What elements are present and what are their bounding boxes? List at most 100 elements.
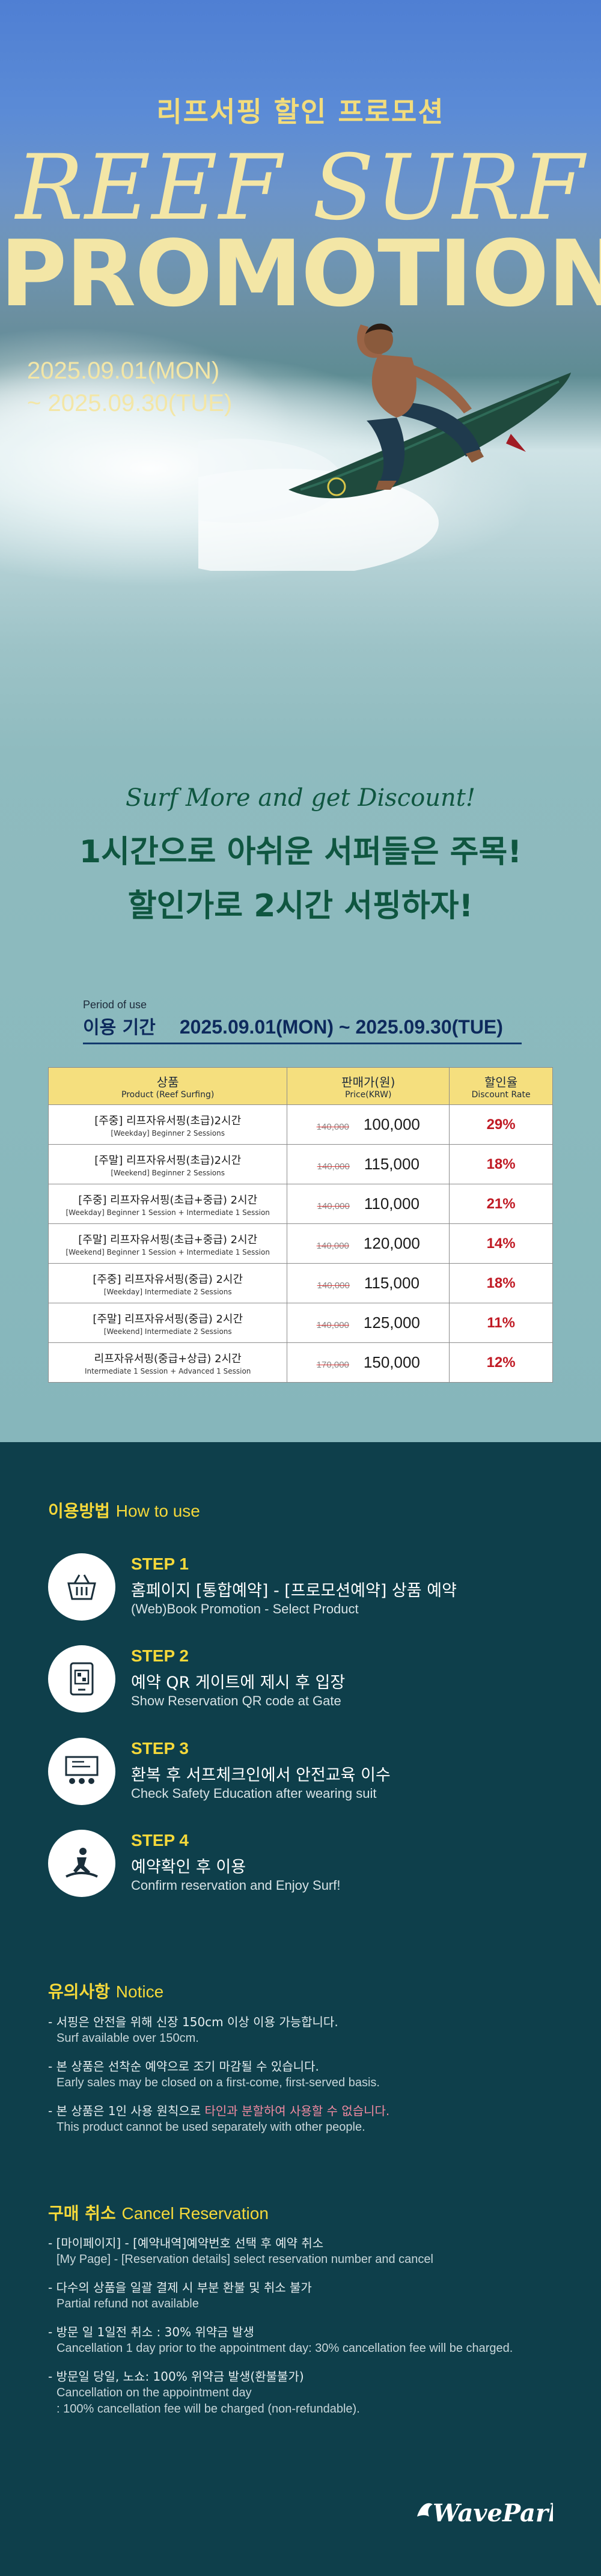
period-of-use: Period of use 이용 기간 2025.09.01(MON) ~ 20… [83, 999, 522, 1044]
product-name-kr: [주중] 리프자유서핑(초급)2시간 [94, 1114, 242, 1127]
step-label: STEP 2 [131, 1646, 189, 1665]
product-name-kr: [주말] 리프자유서핑(초급+중급) 2시간 [78, 1233, 258, 1246]
price-cell: 170,000 150,000 [287, 1342, 450, 1383]
product-cell: [주중] 리프자유서핑(초급+중급) 2시간 [Weekday] Beginner… [47, 1184, 288, 1224]
period-label-en: Period of use [83, 999, 147, 1011]
howto-title-kr: 이용방법 [48, 1501, 111, 1521]
step-text-kr: 환복 후 서프체크인에서 안전교육 이수 [131, 1766, 391, 1785]
original-price: 140,000 [317, 1201, 350, 1211]
cancel-title-en: Cancel Reservation [121, 2204, 269, 2223]
discount-rate: 11% [449, 1303, 553, 1343]
cancel-list: - [마이페이지] - [예약내역]예약번호 선택 후 예약 취소 [My Pa… [48, 2235, 565, 2429]
header-price-en: Price(KRW) [345, 1090, 392, 1100]
step-label: STEP 1 [131, 1554, 189, 1573]
step-text-kr: 예약확인 후 이용 [131, 1858, 246, 1877]
cancel-text-en: : 100% cancellation fee will be charged … [56, 2402, 360, 2416]
step-text-en: Show Reservation QR code at Gate [131, 1693, 341, 1708]
header-rate-kr: 할인율 [484, 1075, 518, 1089]
step-label: STEP 3 [131, 1739, 189, 1758]
price-cell: 140,000 125,000 [287, 1303, 450, 1343]
table-header-row: 상품 Product (Reef Surfing) 판매가(원) Price(K… [47, 1067, 553, 1105]
original-price: 140,000 [317, 1162, 350, 1172]
product-name-en: [Weekend] Beginner 2 Sessions [111, 1168, 225, 1177]
product-name-kr: [주중] 리프자유서핑(초급+중급) 2시간 [78, 1193, 258, 1207]
cancel-title-kr: 구매 취소 [48, 2203, 116, 2223]
hero-date-range: 2025.09.01(MON) ~ 2025.09.30(TUE) [27, 355, 232, 419]
wavepark-logo: WavePark [417, 2499, 553, 2527]
cancel-text-en: Partial refund not available [56, 2297, 199, 2310]
slogan-korean-line1: 1시간으로 아쉬운 서퍼들은 주목! [79, 834, 522, 870]
cancel-text-kr: - 방문일 당일, 노쇼: 100% 위약금 발생(환불불가) [48, 2369, 304, 2384]
table-row: [주말] 리프자유서핑(초급+중급) 2시간 [Weekend] Beginner… [47, 1223, 553, 1264]
sale-price: 125,000 [363, 1314, 420, 1332]
header-price: 판매가(원) Price(KRW) [287, 1067, 450, 1105]
list-item: - 방문일 당일, 노쇼: 100% 위약금 발생(환불불가) Cancella… [48, 2369, 565, 2417]
step-1: STEP 1 홈페이지 [통합예약] - [프로모션예약] 상품 예약 (Web… [48, 1553, 565, 1625]
product-cell: 리프자유서핑(중급+상급) 2시간 Intermediate 1 Session … [47, 1342, 288, 1383]
cancel-text-kr: - [마이페이지] - [예약내역]예약번호 선택 후 예약 취소 [48, 2236, 324, 2250]
cancel-text-en: [My Page] - [Reservation details] select… [56, 2253, 433, 2266]
step-3: STEP 3 환복 후 서프체크인에서 안전교육 이수 Check Safety… [48, 1738, 565, 1810]
price-cell: 140,000 110,000 [287, 1184, 450, 1224]
original-price: 140,000 [317, 1280, 350, 1291]
product-name-en: Intermediate 1 Session + Advanced 1 Sess… [84, 1366, 251, 1375]
period-label-kr: 이용 기간 [83, 1017, 156, 1038]
product-name-kr: 리프자유서핑(중급+상급) 2시간 [94, 1352, 242, 1365]
surfer-icon [48, 1830, 115, 1897]
info-section [0, 1442, 601, 2576]
cancel-text-en: Cancellation on the appointment day [56, 2386, 252, 2399]
hero-title-promotion: PROMOTION [0, 221, 601, 327]
list-item: - 본 상품은 선착순 예약으로 조기 마감될 수 있습니다. Early sa… [48, 2059, 565, 2091]
discount-rate: 12% [449, 1342, 553, 1383]
product-name-en: [Weekday] Beginner 1 Session + Intermedi… [66, 1208, 270, 1217]
sale-price: 115,000 [364, 1155, 419, 1173]
list-item: - 서핑은 안전을 위해 신장 150cm 이상 이용 가능합니다. Surf … [48, 2014, 565, 2047]
notice-list: - 서핑은 안전을 위해 신장 150cm 이상 이용 가능합니다. Surf … [48, 2014, 565, 2148]
product-name-kr: [주중] 리프자유서핑(중급) 2시간 [93, 1273, 243, 1286]
qr-code-icon [48, 1645, 115, 1713]
period-date: 2025.09.01(MON) ~ 2025.09.30(TUE) [179, 1016, 503, 1038]
step-text-en: Check Safety Education after wearing sui… [131, 1786, 377, 1801]
price-cell: 140,000 120,000 [287, 1223, 450, 1264]
hero-date-end: ~ 2025.09.30(TUE) [27, 390, 233, 416]
product-name-en: [Weekend] Intermediate 2 Sessions [103, 1327, 232, 1336]
logo-text: WavePark [433, 2499, 553, 2527]
original-price: 170,000 [316, 1360, 349, 1370]
notice-text-en: Surf available over 150cm. [56, 2032, 199, 2045]
product-cell: [주중] 리프자유서핑(초급)2시간 [Weekday] Beginner 2 S… [47, 1104, 288, 1145]
slogan-korean-line2: 할인가로 2시간 서핑하자! [127, 888, 474, 924]
hero-date-start: 2025.09.01(MON) [27, 358, 220, 384]
step-text-kr: 예약 QR 게이트에 제시 후 입장 [131, 1673, 346, 1692]
notice-title-en: Notice [115, 1982, 164, 2001]
product-name-en: [Weekday] Beginner 2 Sessions [111, 1128, 225, 1137]
notice-highlight: 타인과 분할하여 사용할 수 없습니다. [204, 2104, 390, 2118]
price-table: 상품 Product (Reef Surfing) 판매가(원) Price(K… [47, 1067, 553, 1383]
table-row: [주중] 리프자유서핑(초급)2시간 [Weekday] Beginner 2 S… [47, 1104, 553, 1145]
list-item: - 본 상품은 1인 사용 원칙으로 타인과 분할하여 사용할 수 없습니다. … [48, 2103, 565, 2136]
list-item: - 방문 일 1일전 취소 : 30% 위약금 발생 Cancellation … [48, 2324, 565, 2357]
price-cell: 140,000 100,000 [287, 1104, 450, 1145]
product-name-kr: [주말] 리프자유서핑(초급)2시간 [94, 1154, 242, 1167]
discount-rate: 18% [449, 1144, 553, 1184]
sale-price: 120,000 [363, 1234, 420, 1252]
discount-rate: 29% [449, 1104, 553, 1145]
original-price: 140,000 [316, 1320, 349, 1330]
slogan-english: Surf More and get Discount! [126, 784, 475, 812]
table-row: [주중] 리프자유서핑(중급) 2시간 [Weekday] Intermediat… [47, 1263, 553, 1303]
product-cell: [주말] 리프자유서핑(초급+중급) 2시간 [Weekend] Beginner… [47, 1223, 288, 1264]
notice-title: 유의사항 Notice [48, 1979, 163, 2003]
header-product-en: Product (Reef Surfing) [121, 1090, 215, 1100]
header-product-kr: 상품 [156, 1075, 179, 1089]
notice-text-en: Early sales may be closed on a first-com… [56, 2076, 380, 2089]
sale-price: 110,000 [364, 1195, 419, 1213]
howto-title-en: How to use [115, 1502, 200, 1520]
header-rate: 할인율 Discount Rate [449, 1067, 553, 1105]
table-row: [주중] 리프자유서핑(초급+중급) 2시간 [Weekday] Beginner… [47, 1184, 553, 1224]
table-row: [주말] 리프자유서핑(초급)2시간 [Weekend] Beginner 2 S… [47, 1144, 553, 1184]
cancel-text-kr: - 방문 일 1일전 취소 : 30% 위약금 발생 [48, 2325, 254, 2339]
product-name-kr: [주말] 리프자유서핑(중급) 2시간 [93, 1312, 243, 1326]
hero-title-reef-surf: REEF SURF [16, 136, 585, 240]
price-cell: 140,000 115,000 [287, 1263, 450, 1303]
step-text-kr: 홈페이지 [통합예약] - [프로모션예약] 상품 예약 [131, 1582, 457, 1600]
step-2: STEP 2 예약 QR 게이트에 제시 후 입장 Show Reservati… [48, 1645, 565, 1717]
